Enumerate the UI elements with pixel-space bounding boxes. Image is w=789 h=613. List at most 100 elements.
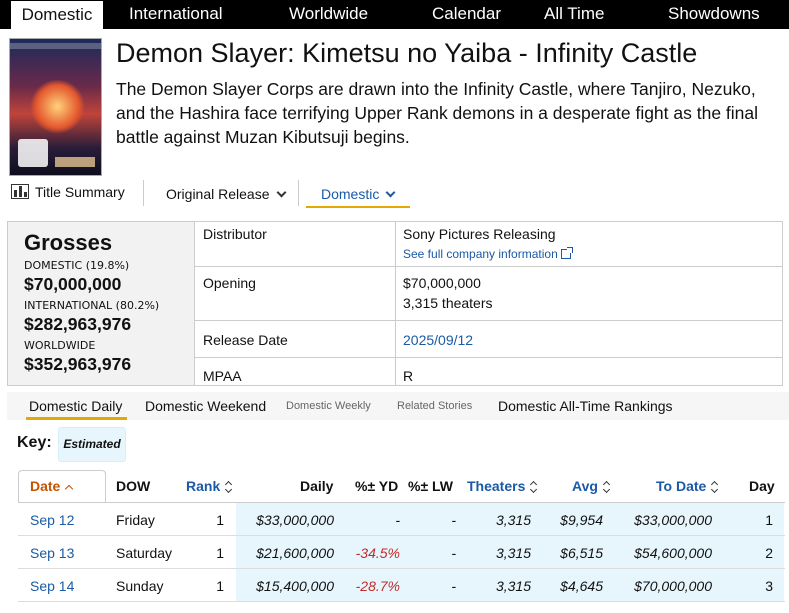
tab-original-release[interactable]: Original Release: [166, 186, 286, 202]
row-lw: -: [451, 512, 456, 528]
tab-original-release-label: Original Release: [166, 186, 270, 202]
release-date-link[interactable]: 2025/09/12: [403, 332, 474, 348]
row-yd: -28.7%: [355, 578, 400, 594]
grosses-panel: Grosses DOMESTIC (19.8%) $70,000,000 INT…: [8, 222, 194, 385]
date-header-box: [18, 470, 106, 502]
table-header: [18, 470, 785, 503]
row-rank: 1: [216, 578, 224, 594]
estimated-badge: Estimated: [58, 427, 126, 462]
header-to-date[interactable]: To Date: [656, 478, 719, 494]
row-theaters: 3,315: [495, 578, 531, 594]
poster-artwork: [30, 79, 85, 134]
sort-icon: [711, 482, 719, 492]
nav-international[interactable]: International: [129, 4, 223, 23]
row-day: 2: [765, 545, 773, 561]
movie-description: The Demon Slayer Corps are drawn into th…: [116, 79, 759, 147]
sort-icon: [225, 482, 233, 492]
release-date-label: Release Date: [203, 332, 288, 348]
sort-icon: [530, 482, 538, 492]
company-info-link[interactable]: See full company information: [403, 247, 573, 261]
header-date[interactable]: Date: [30, 478, 74, 494]
sort-icon: [603, 482, 611, 492]
opening-theaters: 3,315 theaters: [403, 295, 493, 311]
row-day: 3: [765, 578, 773, 594]
header-dow: DOW: [116, 478, 151, 494]
header-rank-label: Rank: [186, 478, 221, 494]
tab-divider: [143, 180, 144, 206]
table-header-row: Date DOW Rank Daily %± YD %± LW Theaters…: [18, 470, 788, 503]
header-theaters-label: Theaters: [467, 478, 526, 494]
view-tabs: Title Summary Original Release Domestic: [0, 178, 789, 208]
row-avg: $4,645: [560, 578, 603, 594]
row-daily: $21,600,000: [256, 545, 334, 561]
subtab-related-stories[interactable]: Related Stories: [397, 400, 473, 412]
header-to-date-label: To Date: [656, 478, 707, 494]
row-rank: 1: [216, 545, 224, 561]
subtab-domestic-weekend[interactable]: Domestic Weekend: [145, 398, 267, 414]
row-to-date: $33,000,000: [634, 512, 712, 528]
key-label: Key:: [17, 434, 52, 451]
tab-domestic[interactable]: Domestic: [321, 186, 396, 202]
row-yd: -34.5%: [355, 545, 400, 561]
row-daily: $15,400,000: [256, 578, 334, 594]
header-day: Day: [749, 478, 775, 494]
grosses-heading: Grosses: [24, 230, 113, 255]
sort-ascending-icon: [65, 484, 74, 494]
row-yd: -: [395, 512, 400, 528]
row-dow: Saturday: [116, 545, 173, 561]
bar-chart-icon: [11, 184, 29, 199]
row-to-date: $54,600,000: [634, 545, 712, 561]
opening-value: $70,000,000: [403, 275, 481, 291]
row-theaters: 3,315: [495, 512, 531, 528]
top-nav: Domestic International Worldwide Calenda…: [0, 0, 789, 29]
row-dow: Friday: [116, 512, 155, 528]
international-gross-value: $282,963,976: [24, 314, 132, 334]
nav-domestic[interactable]: Domestic: [10, 0, 104, 29]
header-avg-label: Avg: [572, 478, 598, 494]
distributor-value: Sony Pictures Releasing: [403, 226, 556, 242]
header-theaters[interactable]: Theaters: [467, 478, 538, 494]
row-avg: $6,515: [560, 545, 603, 561]
poster-tagline-band: [10, 43, 101, 49]
nav-all-time[interactable]: All Time: [544, 4, 605, 23]
mpaa-label: MPAA: [203, 368, 242, 384]
tab-title-summary[interactable]: Title Summary: [11, 184, 125, 200]
movie-title: Demon Slayer: Kimetsu no Yaiba - Infinit…: [116, 38, 698, 68]
row-rank: 1: [216, 512, 224, 528]
tab-active-indicator: [306, 206, 410, 208]
nav-showdowns[interactable]: Showdowns: [668, 4, 760, 23]
row-theaters: 3,315: [495, 545, 531, 561]
worldwide-gross-label: WORLDWIDE: [24, 339, 96, 352]
row-divider: [194, 357, 782, 358]
subtab-domestic-daily[interactable]: Domestic Daily: [29, 398, 123, 414]
movie-poster[interactable]: [9, 38, 102, 176]
header-rank[interactable]: Rank: [186, 478, 233, 494]
header-date-label: Date: [30, 478, 61, 494]
international-gross-label: INTERNATIONAL (80.2%): [24, 299, 160, 312]
header-avg[interactable]: Avg: [572, 478, 611, 494]
chart-subtabs: Domestic Daily Domestic Weekend Domestic…: [7, 392, 789, 420]
domestic-gross-label: DOMESTIC (19.8%): [24, 259, 130, 272]
column-divider: [395, 222, 396, 385]
nav-calendar[interactable]: Calendar: [432, 4, 501, 23]
external-link-icon: [560, 247, 573, 259]
chevron-down-icon: [385, 187, 396, 198]
mpaa-value: R: [403, 368, 414, 384]
worldwide-gross-value: $352,963,976: [24, 354, 132, 374]
row-daily: $33,000,000: [256, 512, 334, 528]
tab-domestic-label: Domestic: [321, 186, 380, 202]
row-date-link[interactable]: Sep 13: [30, 545, 75, 561]
header-lw: %± LW: [408, 478, 454, 494]
nav-worldwide[interactable]: Worldwide: [289, 4, 369, 23]
row-date-link[interactable]: Sep 14: [30, 578, 75, 594]
subtab-all-time-rankings[interactable]: Domestic All-Time Rankings: [498, 398, 673, 414]
domestic-gross-value: $70,000,000: [24, 274, 122, 294]
subtab-domestic-weekly[interactable]: Domestic Weekly: [286, 400, 371, 412]
chevron-down-icon: [276, 187, 286, 198]
row-lw: -: [451, 545, 456, 561]
row-dow: Sunday: [116, 578, 164, 594]
row-date-link[interactable]: Sep 12: [30, 512, 75, 528]
row-avg: $9,954: [560, 512, 603, 528]
opening-label: Opening: [203, 275, 256, 291]
summary-table: Grosses DOMESTIC (19.8%) $70,000,000 INT…: [7, 221, 783, 386]
